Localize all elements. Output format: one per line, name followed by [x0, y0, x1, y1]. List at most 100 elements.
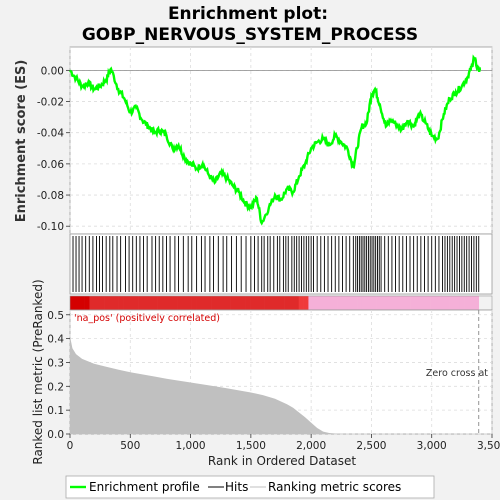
color-bar-segment: [172, 296, 178, 310]
color-bar-segment: [454, 296, 460, 310]
color-bar-segment: [196, 296, 202, 310]
color-bar-segment: [337, 296, 343, 310]
color-bar-segment: [123, 296, 129, 310]
color-bar-segment: [410, 296, 416, 310]
es-panel: [69, 46, 493, 235]
color-bar-segment: [138, 296, 144, 310]
color-bar-segment: [245, 296, 251, 310]
color-bar-segment: [74, 296, 81, 310]
color-bar-segment: [133, 296, 139, 310]
color-bar-segment: [70, 296, 76, 310]
color-bar-segment: [230, 296, 236, 310]
es-y-ticks: 0.00 -0.02 -0.04 -0.06 -0.08 -0.10: [37, 65, 70, 233]
color-bar-segment: [357, 296, 363, 310]
color-bar-segment: [191, 296, 197, 310]
color-bar-segment: [147, 296, 154, 310]
es-tick-label: -0.04: [37, 128, 64, 140]
color-bar-segment: [108, 296, 115, 310]
metric-tick-label: 0.0: [47, 429, 64, 441]
color-bar-segment: [215, 296, 222, 310]
color-bar-segment: [104, 296, 110, 310]
color-bar-segment: [425, 296, 431, 310]
color-bar-segment: [391, 296, 397, 310]
color-bar-segment: [342, 296, 348, 310]
color-bar-segment: [167, 296, 173, 310]
enrichment-profile-line: [69, 54, 482, 226]
color-bar-segment: [473, 296, 480, 310]
metric-tick-label: 0.1: [47, 405, 64, 417]
color-bar-segment: [366, 296, 372, 310]
color-bar-segment: [371, 296, 377, 310]
color-bar-segment: [240, 296, 246, 310]
chart-title-line1: Enrichment plot:: [168, 4, 328, 24]
color-bar-segment: [279, 296, 285, 310]
color-bar-segment: [459, 296, 465, 310]
es-tick-label: -0.06: [37, 159, 64, 171]
color-bar-segment: [177, 296, 183, 310]
color-bar-segment: [434, 296, 441, 310]
color-bar-segment: [449, 296, 455, 310]
metric-tick-label: 0.4: [47, 334, 64, 346]
color-bar-segment: [303, 296, 309, 310]
color-bar-segment: [469, 296, 475, 310]
color-bar-segment: [376, 296, 382, 310]
metric-y-ticks: 0.0 0.1 0.2 0.3 0.4 0.5: [47, 310, 70, 441]
color-bar-segment: [220, 296, 227, 310]
color-bar-segment: [430, 296, 436, 310]
color-bar-segment: [128, 296, 134, 310]
metric-tick-label: 0.3: [47, 357, 64, 369]
color-bar-segment: [400, 296, 407, 310]
color-bar-segment: [162, 296, 168, 310]
color-bar-segment: [225, 296, 231, 310]
x-tick-label: 1,000: [176, 440, 206, 452]
color-bar-segment: [405, 296, 411, 310]
color-bar-segment: [186, 296, 192, 310]
legend-metric-label: Ranking metric scores: [268, 480, 401, 494]
color-bar-segment: [84, 296, 90, 310]
es-tick-label: -0.02: [37, 97, 64, 109]
color-bar-segment: [444, 296, 450, 310]
color-bar-segment: [293, 296, 299, 310]
color-bar-segment: [284, 296, 290, 310]
color-bar-segment: [347, 296, 353, 310]
color-bar-segment: [323, 296, 329, 310]
ranking-metric-area: [70, 336, 480, 434]
color-bar-segment: [386, 296, 392, 310]
color-bar-segment: [254, 296, 261, 310]
x-ticks: 0 500 1,000 1,500 2,000 2,500 3,000 3,500: [67, 434, 500, 452]
color-bar-segment: [235, 296, 241, 310]
es-tick-label: -0.10: [37, 221, 64, 233]
color-bar-segment: [464, 296, 470, 310]
color-bar-segment: [211, 296, 217, 310]
color-bar-segment: [313, 296, 319, 310]
color-bar-segment: [142, 296, 149, 310]
color-bar-segment: [157, 296, 163, 310]
color-bar-segment: [79, 296, 85, 310]
color-bar-segment: [274, 296, 280, 310]
color-bar-segment: [415, 296, 421, 310]
x-tick-label: 3,500: [477, 440, 500, 452]
color-bar-segment: [89, 296, 95, 310]
hits-panel: [69, 233, 493, 295]
legend-hits-label: Hits: [225, 480, 248, 494]
color-bar-segment: [264, 296, 270, 310]
es-y-axis-label: Enrichment score (ES): [14, 60, 29, 223]
color-bar-segment: [332, 296, 338, 310]
color-bar-segment: [298, 296, 304, 310]
x-tick-label: 500: [120, 440, 140, 452]
color-bar-segment: [113, 296, 119, 310]
x-tick-label: 3,000: [417, 440, 447, 452]
color-bar-segment: [352, 296, 358, 310]
color-bar-segment: [201, 296, 207, 310]
legend-es-label: Enrichment profile: [89, 480, 200, 494]
metric-tick-label: 0.2: [47, 381, 64, 393]
color-bar-segment: [259, 296, 265, 310]
color-bar-segment: [288, 296, 295, 310]
color-bar-segment: [361, 296, 368, 310]
color-bar-segment: [99, 296, 105, 310]
x-tick-label: 1,500: [236, 440, 266, 452]
ranking-color-bar: [69, 295, 493, 311]
x-tick-label: 0: [67, 440, 74, 452]
hits-ticks: [72, 236, 480, 292]
